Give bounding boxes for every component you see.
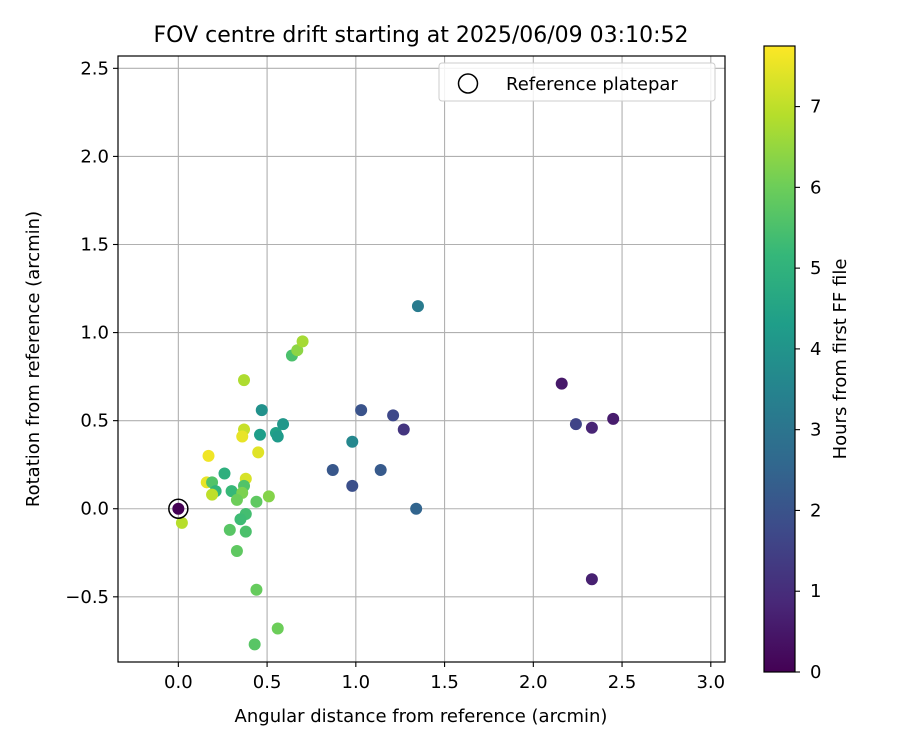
legend-label: Reference platepar	[506, 74, 678, 95]
data-point	[252, 446, 265, 459]
data-point	[387, 409, 400, 422]
colorbar-gradient	[763, 45, 796, 673]
y-tick-label: 0.0	[80, 499, 109, 520]
data-point	[410, 502, 423, 515]
y-tick-label: 2.0	[80, 146, 109, 167]
data-point	[346, 435, 359, 448]
y-tick-label: 2.5	[80, 58, 109, 79]
data-point	[234, 513, 247, 526]
x-tick-label: 0.0	[164, 672, 193, 693]
data-point	[397, 423, 410, 436]
data-point	[206, 488, 219, 501]
y-tick-label: −0.5	[65, 587, 109, 608]
data-point	[223, 523, 236, 536]
data-point	[291, 344, 304, 357]
x-tick-label: 2.5	[608, 672, 637, 693]
legend-marker	[457, 73, 479, 94]
colorbar-tick-label: 4	[810, 339, 821, 360]
data-point	[569, 418, 582, 431]
reference-marker	[168, 498, 189, 519]
data-point	[355, 404, 368, 417]
x-tick-label: 2.0	[519, 672, 548, 693]
data-point	[585, 573, 598, 586]
colorbar-tick-label: 2	[810, 500, 821, 521]
colorbar-tick-label: 6	[810, 177, 821, 198]
data-point	[225, 485, 238, 498]
colorbar-label: Hours from first FF file	[830, 259, 851, 460]
data-point	[585, 421, 598, 434]
data-point	[250, 495, 263, 508]
x-tick-label: 0.5	[253, 672, 282, 693]
legend-box	[438, 62, 716, 102]
y-tick-label: 0.5	[80, 411, 109, 432]
data-point	[326, 463, 339, 476]
chart-title: FOV centre drift starting at 2025/06/09 …	[154, 23, 689, 48]
colorbar-tick-label: 7	[810, 97, 821, 118]
axes: 0.0 0.5 1.0 1.5 2.0 2.5 3.0 −0.5 0.0 0.5 1.0 1.5 2.0…	[65, 55, 726, 693]
data-point	[172, 502, 185, 515]
data-point	[218, 467, 231, 480]
y-tick-label: 1.5	[80, 234, 109, 255]
data-point	[255, 404, 268, 417]
data-point	[202, 449, 215, 462]
grid-lines	[118, 56, 725, 662]
data-point	[411, 300, 424, 313]
y-tick-label: 1.0	[80, 323, 109, 344]
x-axis-label: Angular distance from reference (arcmin)	[235, 706, 608, 727]
data-point	[374, 463, 387, 476]
data-point	[250, 583, 263, 596]
colorbar-tick-label: 0	[810, 662, 821, 683]
data-point	[296, 335, 309, 348]
data-point	[248, 638, 261, 651]
data-point	[175, 516, 188, 529]
colorbar: 0 1 2 3 4 5 6 7 Hours from first FF file	[763, 45, 851, 683]
colorbar-tick-label: 3	[810, 420, 821, 441]
data-point	[230, 545, 243, 558]
data-point	[271, 430, 284, 443]
data-point	[555, 377, 568, 390]
data-point	[239, 525, 252, 538]
data-point	[271, 622, 284, 635]
colorbar-tick-label: 5	[810, 258, 821, 279]
data-point	[236, 430, 249, 443]
data-point	[607, 412, 620, 425]
x-tick-label: 1.5	[430, 672, 459, 693]
x-tick-label: 3.0	[696, 672, 725, 693]
plot-frame	[117, 55, 726, 663]
scatter-points	[168, 300, 620, 651]
data-point	[253, 428, 266, 441]
data-point	[230, 493, 243, 506]
legend: Reference platepar	[438, 62, 716, 102]
x-tick-label: 1.0	[342, 672, 371, 693]
data-point	[346, 479, 359, 492]
data-point	[262, 490, 275, 503]
colorbar-tick-label: 1	[810, 581, 821, 602]
y-axis-label: Rotation from reference (arcmin)	[23, 211, 44, 507]
data-point	[277, 418, 290, 431]
data-point	[238, 374, 251, 387]
